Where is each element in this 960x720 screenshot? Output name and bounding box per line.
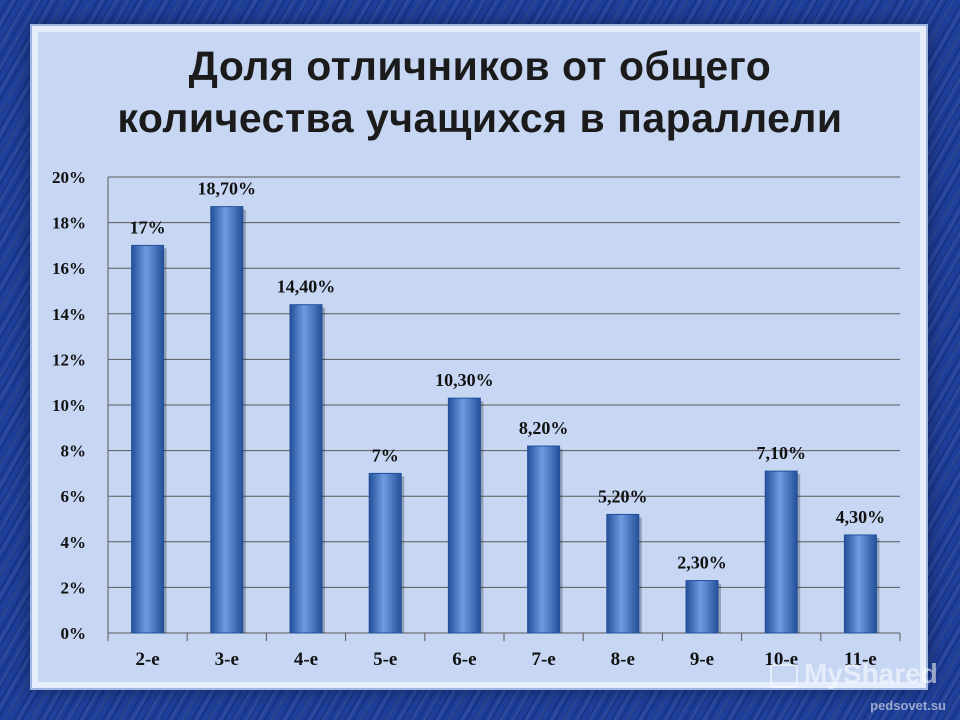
data-label: 7,10% [756, 443, 806, 463]
y-tick-label: 14% [52, 305, 86, 324]
y-tick-label: 2% [61, 578, 87, 597]
y-tick-label: 6% [61, 487, 87, 506]
x-tick-label: 6-е [452, 649, 476, 670]
y-tick-label: 18% [52, 214, 86, 233]
y-tick-label: 12% [52, 350, 86, 369]
bar-9-е [685, 580, 719, 634]
bar-4-е [289, 304, 323, 634]
data-label: 5,20% [598, 486, 648, 506]
x-tick-label: 4-е [294, 649, 318, 670]
x-tick-label: 2-е [135, 649, 159, 670]
y-axis-ticks: 0% 2% 4% 6% 8% 10% 12% 14% 16% 18% 20% [52, 168, 86, 643]
y-tick-label: 16% [52, 259, 86, 278]
x-tick-label: 9-е [690, 649, 714, 670]
y-tick-label: 8% [61, 442, 87, 461]
data-label: 7% [372, 445, 399, 465]
data-label: 10,30% [435, 370, 494, 390]
source-text: pedsovet.su [870, 698, 946, 713]
bar-5-е [368, 472, 402, 634]
bar-3-е [210, 206, 244, 634]
data-labels: 17% 18,70% 14,40% 7% 10,30% 8,20% 5,20% 2,30% 7,… [130, 179, 886, 573]
data-label: 2,30% [677, 553, 727, 573]
bar-11-е [843, 534, 877, 634]
y-tick-label: 0% [61, 624, 87, 643]
watermark-text: MyShared [804, 658, 938, 689]
x-tick-label: 5-е [373, 649, 397, 670]
data-label: 18,70% [198, 179, 257, 199]
x-tick-label: 3-е [215, 649, 239, 670]
y-tick-label: 10% [52, 396, 86, 415]
bar-2-е [131, 244, 165, 634]
data-label: 17% [130, 217, 166, 237]
chart-title-line-2: количества учащихся в параллели [117, 95, 843, 141]
data-label: 8,20% [519, 418, 569, 438]
x-tick-label: 7-е [531, 649, 555, 670]
watermark-logo-icon [770, 663, 798, 688]
bar-6-е [447, 397, 481, 634]
x-tick-label: 11-е [844, 649, 877, 670]
data-label: 14,40% [277, 277, 336, 297]
chart-title: Доля отличников от общего количества уча… [0, 40, 960, 144]
bars [131, 206, 880, 634]
data-label: 4,30% [836, 507, 886, 527]
bar-7-е [527, 445, 561, 634]
y-tick-label: 20% [52, 168, 86, 187]
bar-8-е [606, 513, 640, 634]
x-tick-label: 8-е [611, 649, 635, 670]
x-axis-ticks: 2-е 3-е 4-е 5-е 6-е 7-е 8-е 9-е 10-е 11-е [135, 649, 876, 670]
bar-10-е [764, 470, 798, 634]
chart-title-line-1: Доля отличников от общего [188, 43, 772, 89]
watermark: MyShared [770, 658, 938, 690]
y-tick-label: 4% [61, 533, 87, 552]
